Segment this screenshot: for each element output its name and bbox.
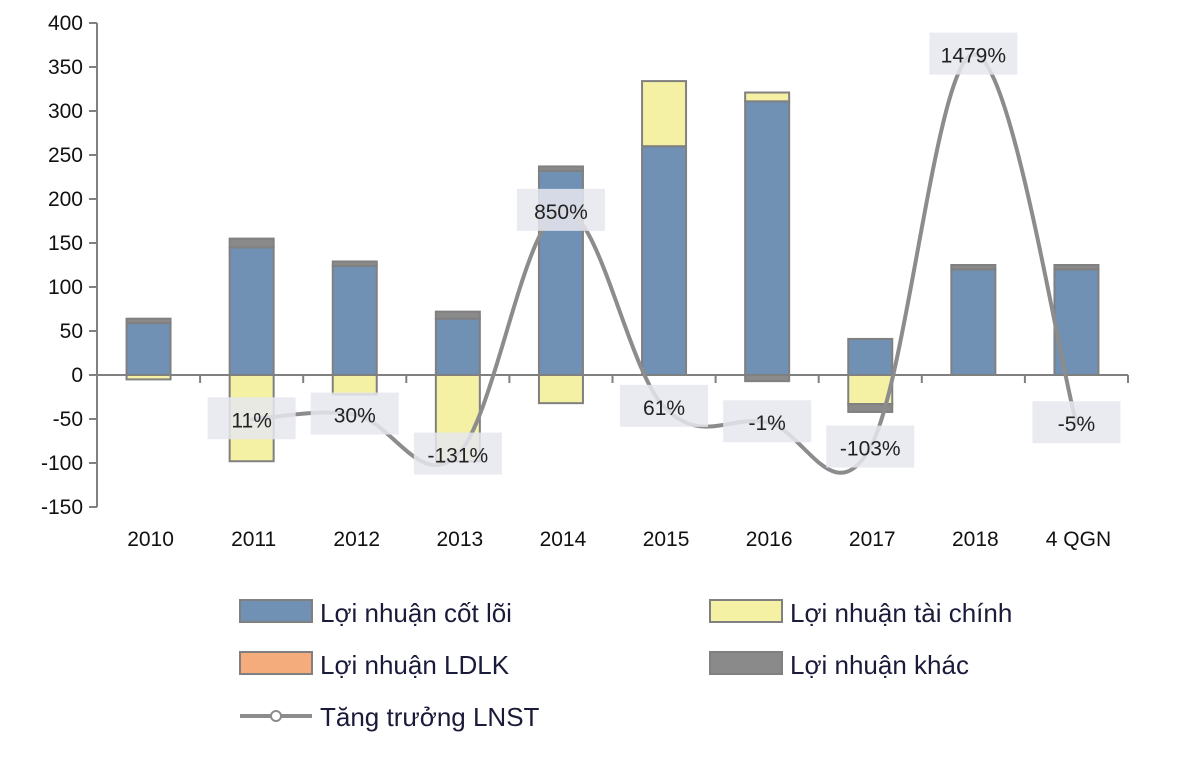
legend-swatch bbox=[709, 651, 783, 675]
data-label-box bbox=[413, 432, 502, 475]
data-label-box bbox=[207, 397, 296, 440]
data-label-text: -131% bbox=[427, 445, 488, 468]
data-label: 11% bbox=[207, 397, 296, 440]
x-tick-label: 2011 bbox=[231, 528, 276, 551]
bar-segment bbox=[434, 317, 481, 376]
growth-line-layer: 11% 30% -131% 850% 61% -1% -103% 1479% -5% bbox=[207, 32, 1121, 475]
y-tick-label: 150 bbox=[48, 232, 83, 255]
data-label: -5% bbox=[1032, 401, 1121, 444]
bar-segment bbox=[331, 374, 378, 396]
y-tick-label: 200 bbox=[48, 188, 83, 211]
data-label-text: 1479% bbox=[941, 45, 1006, 68]
data-label-text: -103% bbox=[840, 438, 901, 461]
data-label-text: 11% bbox=[231, 409, 271, 432]
bar-segment bbox=[847, 337, 894, 377]
y-tick-label: 50 bbox=[60, 320, 83, 343]
data-label: -1% bbox=[723, 400, 812, 443]
y-tick-label: 100 bbox=[48, 276, 83, 299]
x-tick-label: 2015 bbox=[643, 528, 690, 551]
data-label-box bbox=[516, 188, 605, 231]
bar-segment bbox=[331, 264, 378, 377]
bar-segment bbox=[950, 268, 997, 376]
bar-segment bbox=[434, 310, 481, 320]
y-tick-label: 0 bbox=[71, 364, 83, 387]
legend-swatch bbox=[239, 651, 313, 675]
y-tick-label: 300 bbox=[48, 100, 83, 123]
data-label-text: 850% bbox=[534, 201, 588, 224]
data-label: 1479% bbox=[929, 32, 1018, 75]
x-tick-label: 2016 bbox=[746, 528, 793, 551]
legend-swatch bbox=[709, 599, 783, 623]
bar-segment bbox=[228, 246, 275, 376]
bar-segment bbox=[950, 264, 997, 271]
data-label-box bbox=[723, 400, 812, 443]
legend-label: Tăng trưởng LNST bbox=[320, 702, 540, 732]
legend-label: Lợi nhuận khác bbox=[790, 650, 969, 680]
x-tick-label: 2013 bbox=[436, 528, 483, 551]
x-tick-label: 2017 bbox=[849, 528, 896, 551]
data-label-text: 61% bbox=[643, 397, 685, 420]
bar-segment bbox=[331, 260, 378, 267]
y-tick-label: -150 bbox=[41, 496, 83, 519]
legend: Lợi nhuận cốt lõi Lợi nhuận tài chính Lợi … bbox=[239, 598, 1012, 732]
x-tick-label: 2014 bbox=[540, 528, 587, 551]
bar-segment bbox=[228, 237, 275, 249]
legend-label: Lợi nhuận cốt lõi bbox=[320, 598, 512, 628]
x-tick-label: 2010 bbox=[127, 528, 174, 551]
data-label-box bbox=[826, 425, 915, 468]
x-tick-label: 2012 bbox=[333, 528, 380, 551]
bar-segment bbox=[847, 403, 894, 413]
x-tick-label: 2018 bbox=[952, 528, 999, 551]
y-tick-label: -50 bbox=[53, 408, 83, 431]
y-tick-label: -100 bbox=[41, 452, 83, 475]
data-label: 30% bbox=[310, 392, 399, 435]
bar-segment bbox=[641, 80, 688, 148]
x-tick-label: 4 QGN bbox=[1046, 528, 1111, 551]
data-label: 850% bbox=[516, 188, 605, 231]
legend-swatch bbox=[239, 599, 313, 623]
bar-segment bbox=[641, 145, 688, 376]
data-label: -103% bbox=[826, 425, 915, 468]
data-label-box bbox=[620, 384, 709, 427]
data-label-box bbox=[929, 32, 1018, 75]
legend-marker-icon bbox=[270, 710, 282, 722]
legend-label: Lợi nhuận LDLK bbox=[320, 650, 510, 680]
y-tick-label: 250 bbox=[48, 144, 83, 167]
data-label-text: -5% bbox=[1058, 413, 1095, 436]
data-label-text: 30% bbox=[334, 405, 376, 428]
y-tick-label: 350 bbox=[48, 56, 83, 79]
bar-segment bbox=[1053, 264, 1100, 271]
data-label: -131% bbox=[413, 432, 502, 475]
bar-segment bbox=[125, 322, 172, 376]
bar-segment bbox=[537, 165, 584, 172]
data-label: 61% bbox=[620, 384, 709, 427]
bar-segment bbox=[537, 374, 584, 405]
axes-layer: 400 350 300 250 200 150 100 50 0 -50 -100 -150 2010 2… bbox=[41, 12, 1129, 551]
data-label-box bbox=[310, 392, 399, 435]
legend-label: Lợi nhuận tài chính bbox=[790, 598, 1012, 628]
data-label-box bbox=[1032, 401, 1121, 444]
data-label-text: -1% bbox=[748, 412, 785, 435]
y-tick-label: 400 bbox=[48, 12, 83, 35]
bar-segment bbox=[744, 91, 791, 103]
bar-segment bbox=[125, 317, 172, 325]
bar-segment bbox=[744, 100, 791, 376]
